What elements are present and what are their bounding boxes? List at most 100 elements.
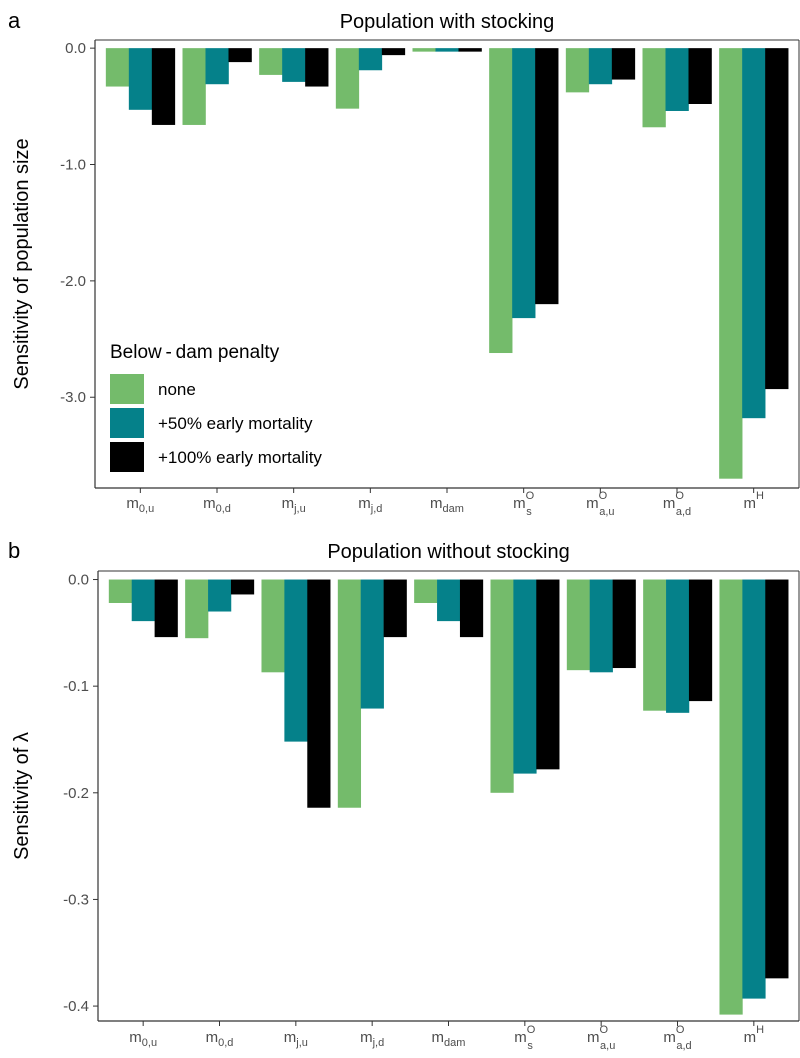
panel-b: b Population without stocking Sensitivity …	[8, 538, 800, 1052]
y-tick-label: -3.0	[60, 389, 86, 406]
bar	[643, 579, 667, 711]
x-tick-base: m	[126, 495, 139, 512]
x-tick-label: mO s	[513, 490, 535, 518]
y-tick-label: -2.0	[60, 273, 86, 290]
x-tick-base: m	[744, 1029, 757, 1046]
bar	[228, 48, 252, 63]
bar	[512, 48, 536, 319]
bar	[284, 579, 308, 742]
bar	[128, 48, 153, 110]
x-tick-sup: O	[527, 1024, 536, 1036]
bar	[612, 579, 636, 669]
bar	[131, 579, 155, 622]
x-tick-label: m0,d	[206, 1029, 234, 1049]
bar	[742, 48, 766, 419]
y-tick-label: -1.0	[60, 157, 86, 174]
bar	[108, 579, 133, 603]
x-tick-sub: a,u	[599, 506, 614, 518]
y-tick-label: -0.3	[63, 891, 89, 908]
x-tick-label: mj,d	[360, 1029, 384, 1049]
x-tick-base: m	[129, 1029, 142, 1046]
legend-title: Below - dam penalty	[110, 342, 280, 363]
x-tick-sup: O	[675, 490, 684, 502]
x-tick-base: m	[586, 495, 599, 512]
bar	[719, 579, 743, 1015]
bar	[182, 48, 206, 125]
bar	[414, 579, 438, 603]
bar	[688, 48, 712, 104]
bar	[719, 48, 743, 479]
bar	[666, 579, 690, 713]
legend-swatch	[110, 442, 144, 472]
bar	[642, 48, 666, 128]
x-tick-sup: O	[526, 490, 535, 502]
x-tick-base: m	[513, 495, 526, 512]
x-tick-label: mO a,u	[587, 1024, 615, 1052]
bar	[589, 579, 613, 673]
x-tick-label: mH	[743, 490, 764, 512]
x-tick-sub: a,d	[676, 1040, 691, 1052]
bar	[665, 48, 689, 111]
x-tick-sub: 0,u	[139, 503, 154, 515]
x-tick-label: mO a,d	[663, 490, 691, 518]
x-tick-sub: 0,u	[142, 1037, 157, 1049]
x-tick-sup: O	[599, 1024, 608, 1036]
bar	[611, 48, 636, 80]
panel-letter: b	[8, 538, 20, 563]
x-tick-base: m	[203, 495, 216, 512]
bar	[358, 48, 383, 71]
x-tick-sub: j,d	[370, 503, 383, 515]
bar	[536, 579, 560, 770]
x-tick-label: m0,u	[126, 495, 154, 515]
bar	[230, 579, 255, 595]
bar	[765, 48, 789, 390]
bar	[535, 48, 559, 305]
x-tick-label: mO s	[514, 1024, 536, 1052]
x-tick-sub: j,u	[295, 1037, 308, 1049]
x-tick-sub: a,d	[676, 506, 691, 518]
x-tick-base: m	[514, 1029, 527, 1046]
x-tick-base: m	[284, 1029, 297, 1046]
bar	[205, 48, 229, 85]
x-tick-label: mdam	[430, 495, 464, 515]
x-tick-sub: j,d	[372, 1037, 385, 1049]
x-tick-label: mj,d	[358, 495, 382, 515]
x-tick-sub: dam	[444, 1037, 465, 1049]
x-tick-sup: H	[756, 490, 764, 502]
y-axis-label: Sensitivity of λ	[11, 732, 33, 860]
x-tick-label: mj,u	[282, 495, 306, 515]
x-tick-label: m0,u	[129, 1029, 157, 1049]
bar	[307, 579, 331, 808]
panel-letter: a	[8, 8, 21, 33]
legend-label: +100% early mortality	[158, 448, 322, 467]
x-tick-sub: j,u	[293, 503, 306, 515]
x-tick-label: mj,u	[284, 1029, 308, 1049]
bar	[513, 579, 537, 774]
bar	[435, 48, 459, 52]
bar	[154, 579, 178, 638]
x-tick-sup: O	[599, 490, 608, 502]
bar	[259, 48, 283, 75]
x-tick-sub: s	[526, 506, 532, 518]
legend: Below - dam penalty none +50% early mortal…	[110, 342, 322, 472]
y-tick-label: -0.4	[63, 998, 89, 1015]
x-tick-base: m	[663, 495, 676, 512]
x-tick-base: m	[360, 1029, 373, 1046]
x-tick-sub: s	[527, 1040, 533, 1052]
x-tick-sub: a,u	[600, 1040, 615, 1052]
x-tick-sub: 0,d	[216, 503, 231, 515]
chart-title: Population with stocking	[340, 11, 555, 33]
bar	[360, 579, 384, 709]
x-tick-base: m	[432, 1029, 445, 1046]
x-tick-base: m	[206, 1029, 219, 1046]
bar	[412, 48, 436, 52]
legend-swatch	[110, 374, 144, 404]
bar	[335, 48, 360, 109]
bar	[282, 48, 306, 82]
x-tick-label: m0,d	[203, 495, 231, 515]
x-tick-label: mdam	[432, 1029, 466, 1049]
x-tick-base: m	[282, 495, 295, 512]
bar	[185, 579, 209, 639]
legend-swatch	[110, 408, 144, 438]
x-tick-sup: H	[756, 1024, 764, 1036]
